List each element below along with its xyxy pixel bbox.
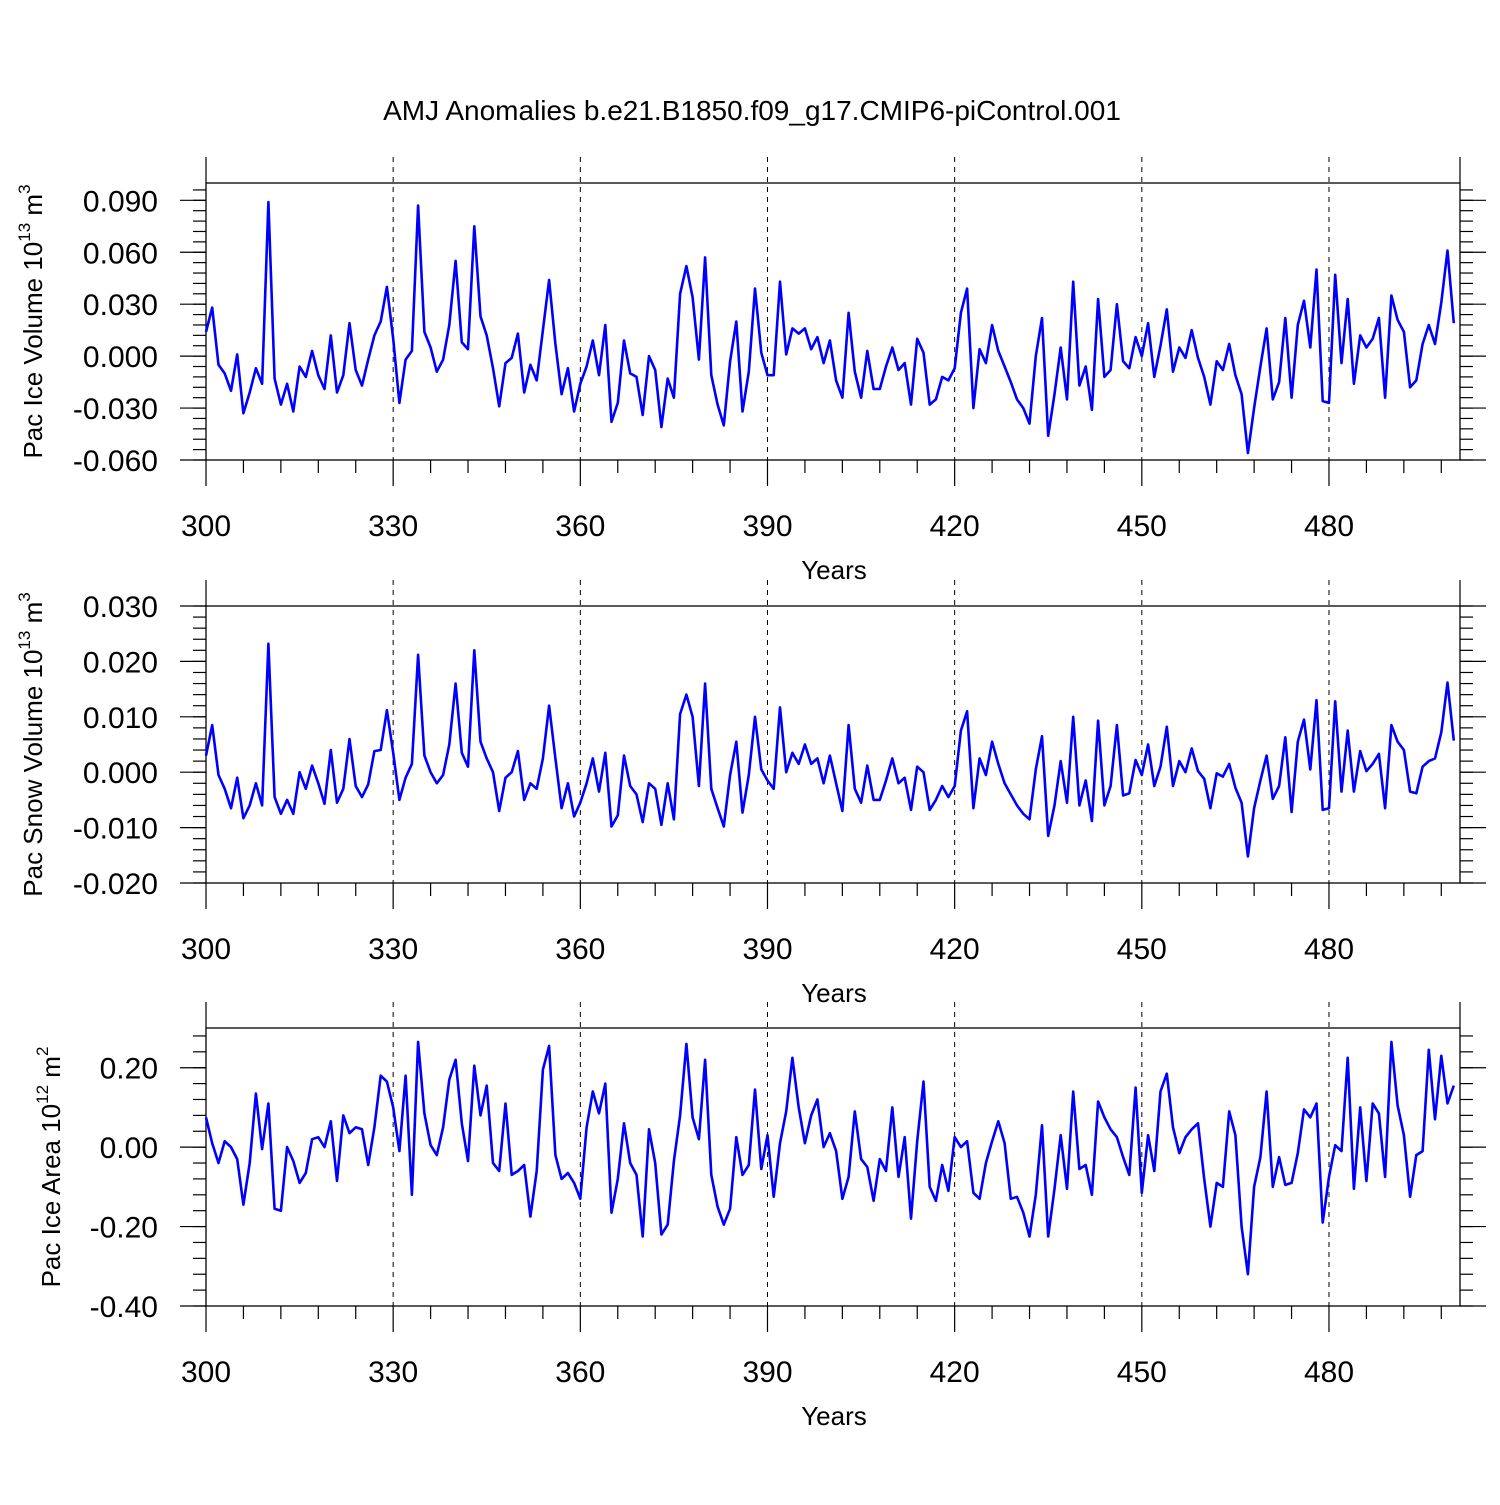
y-tick-label: -0.060: [73, 445, 158, 478]
panel-1: -0.060 -0.030 0.000 0.030 0.060 0.090 300 330 36…: [15, 157, 1486, 585]
y-axis-label-unit: m: [18, 194, 48, 223]
y-axis-label-unit: m: [36, 1056, 66, 1085]
plot-frame: [205, 1027, 1461, 1307]
x-tick-label: 330: [368, 510, 418, 543]
x-tick-label: 390: [742, 933, 792, 966]
x-tick-label: 450: [1117, 510, 1167, 543]
chart-title: AMJ Anomalies b.e21.B1850.f09_g17.CMIP6-…: [383, 95, 1121, 126]
y-tick-label: -0.030: [73, 393, 158, 426]
y-tick-label: 0.000: [83, 341, 158, 374]
series-line: [204, 642, 1456, 858]
y-axis-label: Pac Ice Volume 1013 m3: [15, 184, 48, 458]
y-tick-label: 0.030: [83, 289, 158, 322]
y-tick-label: -0.010: [73, 813, 158, 846]
x-tick-label: 480: [1304, 1356, 1354, 1389]
x-tick-label: 390: [742, 1356, 792, 1389]
x-axis-label: Years: [801, 1401, 867, 1431]
y-axis-label-exp: 12: [33, 1085, 52, 1104]
y-tick-label: 0.20: [100, 1053, 158, 1086]
y-tick-label: 0.090: [83, 185, 158, 218]
x-tick-label: 450: [1117, 933, 1167, 966]
y-axis-label-unit-exp: 3: [15, 184, 34, 193]
y-axis-label-unit-exp: 3: [15, 592, 34, 601]
x-tick-label: 330: [368, 1356, 418, 1389]
panel-3: -0.40 -0.20 0.00 0.20 300 330 360 390 420 450 480 Y…: [33, 1002, 1486, 1431]
y-tick-label: 0.060: [83, 237, 158, 270]
y-axis-label-unit: m: [18, 602, 48, 631]
y-tick-label: 0.030: [83, 591, 158, 624]
y-tick-label: 0.000: [83, 757, 158, 790]
x-tick-label: 300: [181, 1356, 231, 1389]
x-tick-label: 450: [1117, 1356, 1167, 1389]
x-tick-label: 420: [930, 1356, 980, 1389]
x-tick-label: 360: [555, 1356, 605, 1389]
y-axis-label-exp: 13: [15, 223, 34, 242]
x-tick-label: 480: [1304, 510, 1354, 543]
panel-2: -0.020 -0.010 0.000 0.010 0.020 0.030 300 330 36…: [15, 580, 1486, 1008]
x-axis-label: Years: [801, 978, 867, 1008]
x-tick-label: 300: [181, 933, 231, 966]
series-line: [204, 200, 1456, 455]
y-axis-label: Pac Ice Area 1012 m2: [33, 1047, 66, 1288]
plot-frame: [205, 605, 1461, 884]
x-tick-label: 360: [555, 510, 605, 543]
x-tick-label: 390: [742, 510, 792, 543]
x-tick-label: 480: [1304, 933, 1354, 966]
y-tick-label: -0.20: [90, 1212, 158, 1245]
x-axis-label: Years: [801, 555, 867, 585]
x-tick-label: 420: [930, 933, 980, 966]
y-tick-label: -0.020: [73, 868, 158, 901]
y-tick-label: 0.010: [83, 702, 158, 735]
y-axis-label-unit-exp: 2: [33, 1047, 52, 1056]
x-tick-label: 420: [930, 510, 980, 543]
x-tick-label: 330: [368, 933, 418, 966]
x-tick-label: 360: [555, 933, 605, 966]
y-tick-label: 0.020: [83, 646, 158, 679]
y-axis-label-main: Pac Snow Volume 10: [18, 650, 48, 897]
series-line: [204, 1040, 1456, 1276]
y-axis-label-main: Pac Ice Volume 10: [18, 242, 48, 459]
y-axis-label-main: Pac Ice Area 10: [36, 1104, 66, 1288]
plot-frame: [205, 182, 1461, 461]
y-tick-label: -0.40: [90, 1291, 158, 1324]
x-tick-label: 300: [181, 510, 231, 543]
y-tick-label: 0.00: [100, 1132, 158, 1165]
y-axis-label-exp: 13: [15, 631, 34, 650]
y-axis-label: Pac Snow Volume 1013 m3: [15, 592, 48, 896]
